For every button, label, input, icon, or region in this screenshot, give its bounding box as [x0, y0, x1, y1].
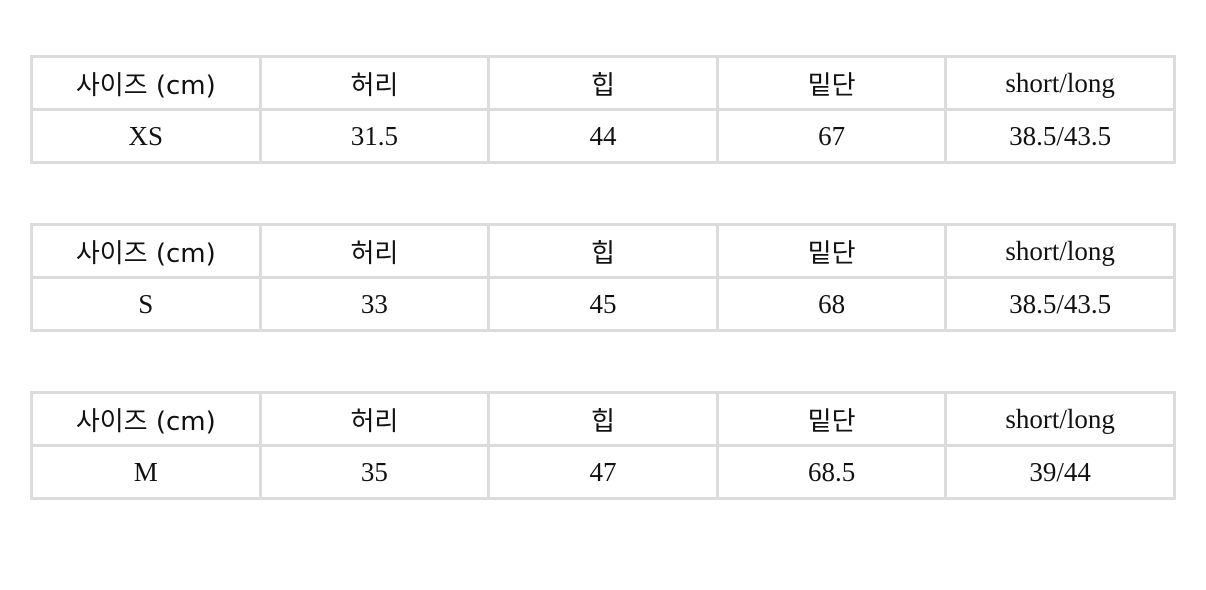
hip-value: 45: [487, 276, 719, 332]
header-row: 사이즈 (cm) 허리 힙 밑단 short/long: [30, 223, 1176, 279]
length-value: 39/44: [944, 444, 1176, 500]
header-waist: 허리: [258, 391, 491, 447]
hem-value: 67: [715, 108, 948, 164]
size-table: 사이즈 (cm) 허리 힙 밑단 short/long XS 31.5 44 6…: [30, 55, 1176, 164]
header-waist: 허리: [258, 55, 491, 111]
waist-value: 31.5: [258, 108, 491, 164]
size-value: XS: [30, 108, 262, 164]
header-hem: 밑단: [715, 55, 948, 111]
waist-value: 35: [258, 444, 491, 500]
header-hip: 힙: [487, 55, 719, 111]
header-size: 사이즈 (cm): [30, 223, 262, 279]
header-length: short/long: [944, 55, 1176, 111]
length-value: 38.5/43.5: [944, 276, 1176, 332]
size-value: S: [30, 276, 262, 332]
hem-value: 68: [715, 276, 948, 332]
header-hem: 밑단: [715, 391, 948, 447]
size-value: M: [30, 444, 262, 500]
header-waist: 허리: [258, 223, 491, 279]
table-row: M 35 47 68.5 39/44: [30, 444, 1176, 500]
table-row: S 33 45 68 38.5/43.5: [30, 276, 1176, 332]
header-size: 사이즈 (cm): [30, 55, 262, 111]
header-size: 사이즈 (cm): [30, 391, 262, 447]
header-hip: 힙: [487, 223, 719, 279]
header-length: short/long: [944, 223, 1176, 279]
header-row: 사이즈 (cm) 허리 힙 밑단 short/long: [30, 55, 1176, 111]
hem-value: 68.5: [715, 444, 948, 500]
size-table: 사이즈 (cm) 허리 힙 밑단 short/long M 35 47 68.5…: [30, 391, 1176, 500]
waist-value: 33: [258, 276, 491, 332]
header-hip: 힙: [487, 391, 719, 447]
header-length: short/long: [944, 391, 1176, 447]
length-value: 38.5/43.5: [944, 108, 1176, 164]
table-row: XS 31.5 44 67 38.5/43.5: [30, 108, 1176, 164]
size-table: 사이즈 (cm) 허리 힙 밑단 short/long S 33 45 68 3…: [30, 223, 1176, 332]
hip-value: 44: [487, 108, 719, 164]
header-row: 사이즈 (cm) 허리 힙 밑단 short/long: [30, 391, 1176, 447]
header-hem: 밑단: [715, 223, 948, 279]
hip-value: 47: [487, 444, 719, 500]
